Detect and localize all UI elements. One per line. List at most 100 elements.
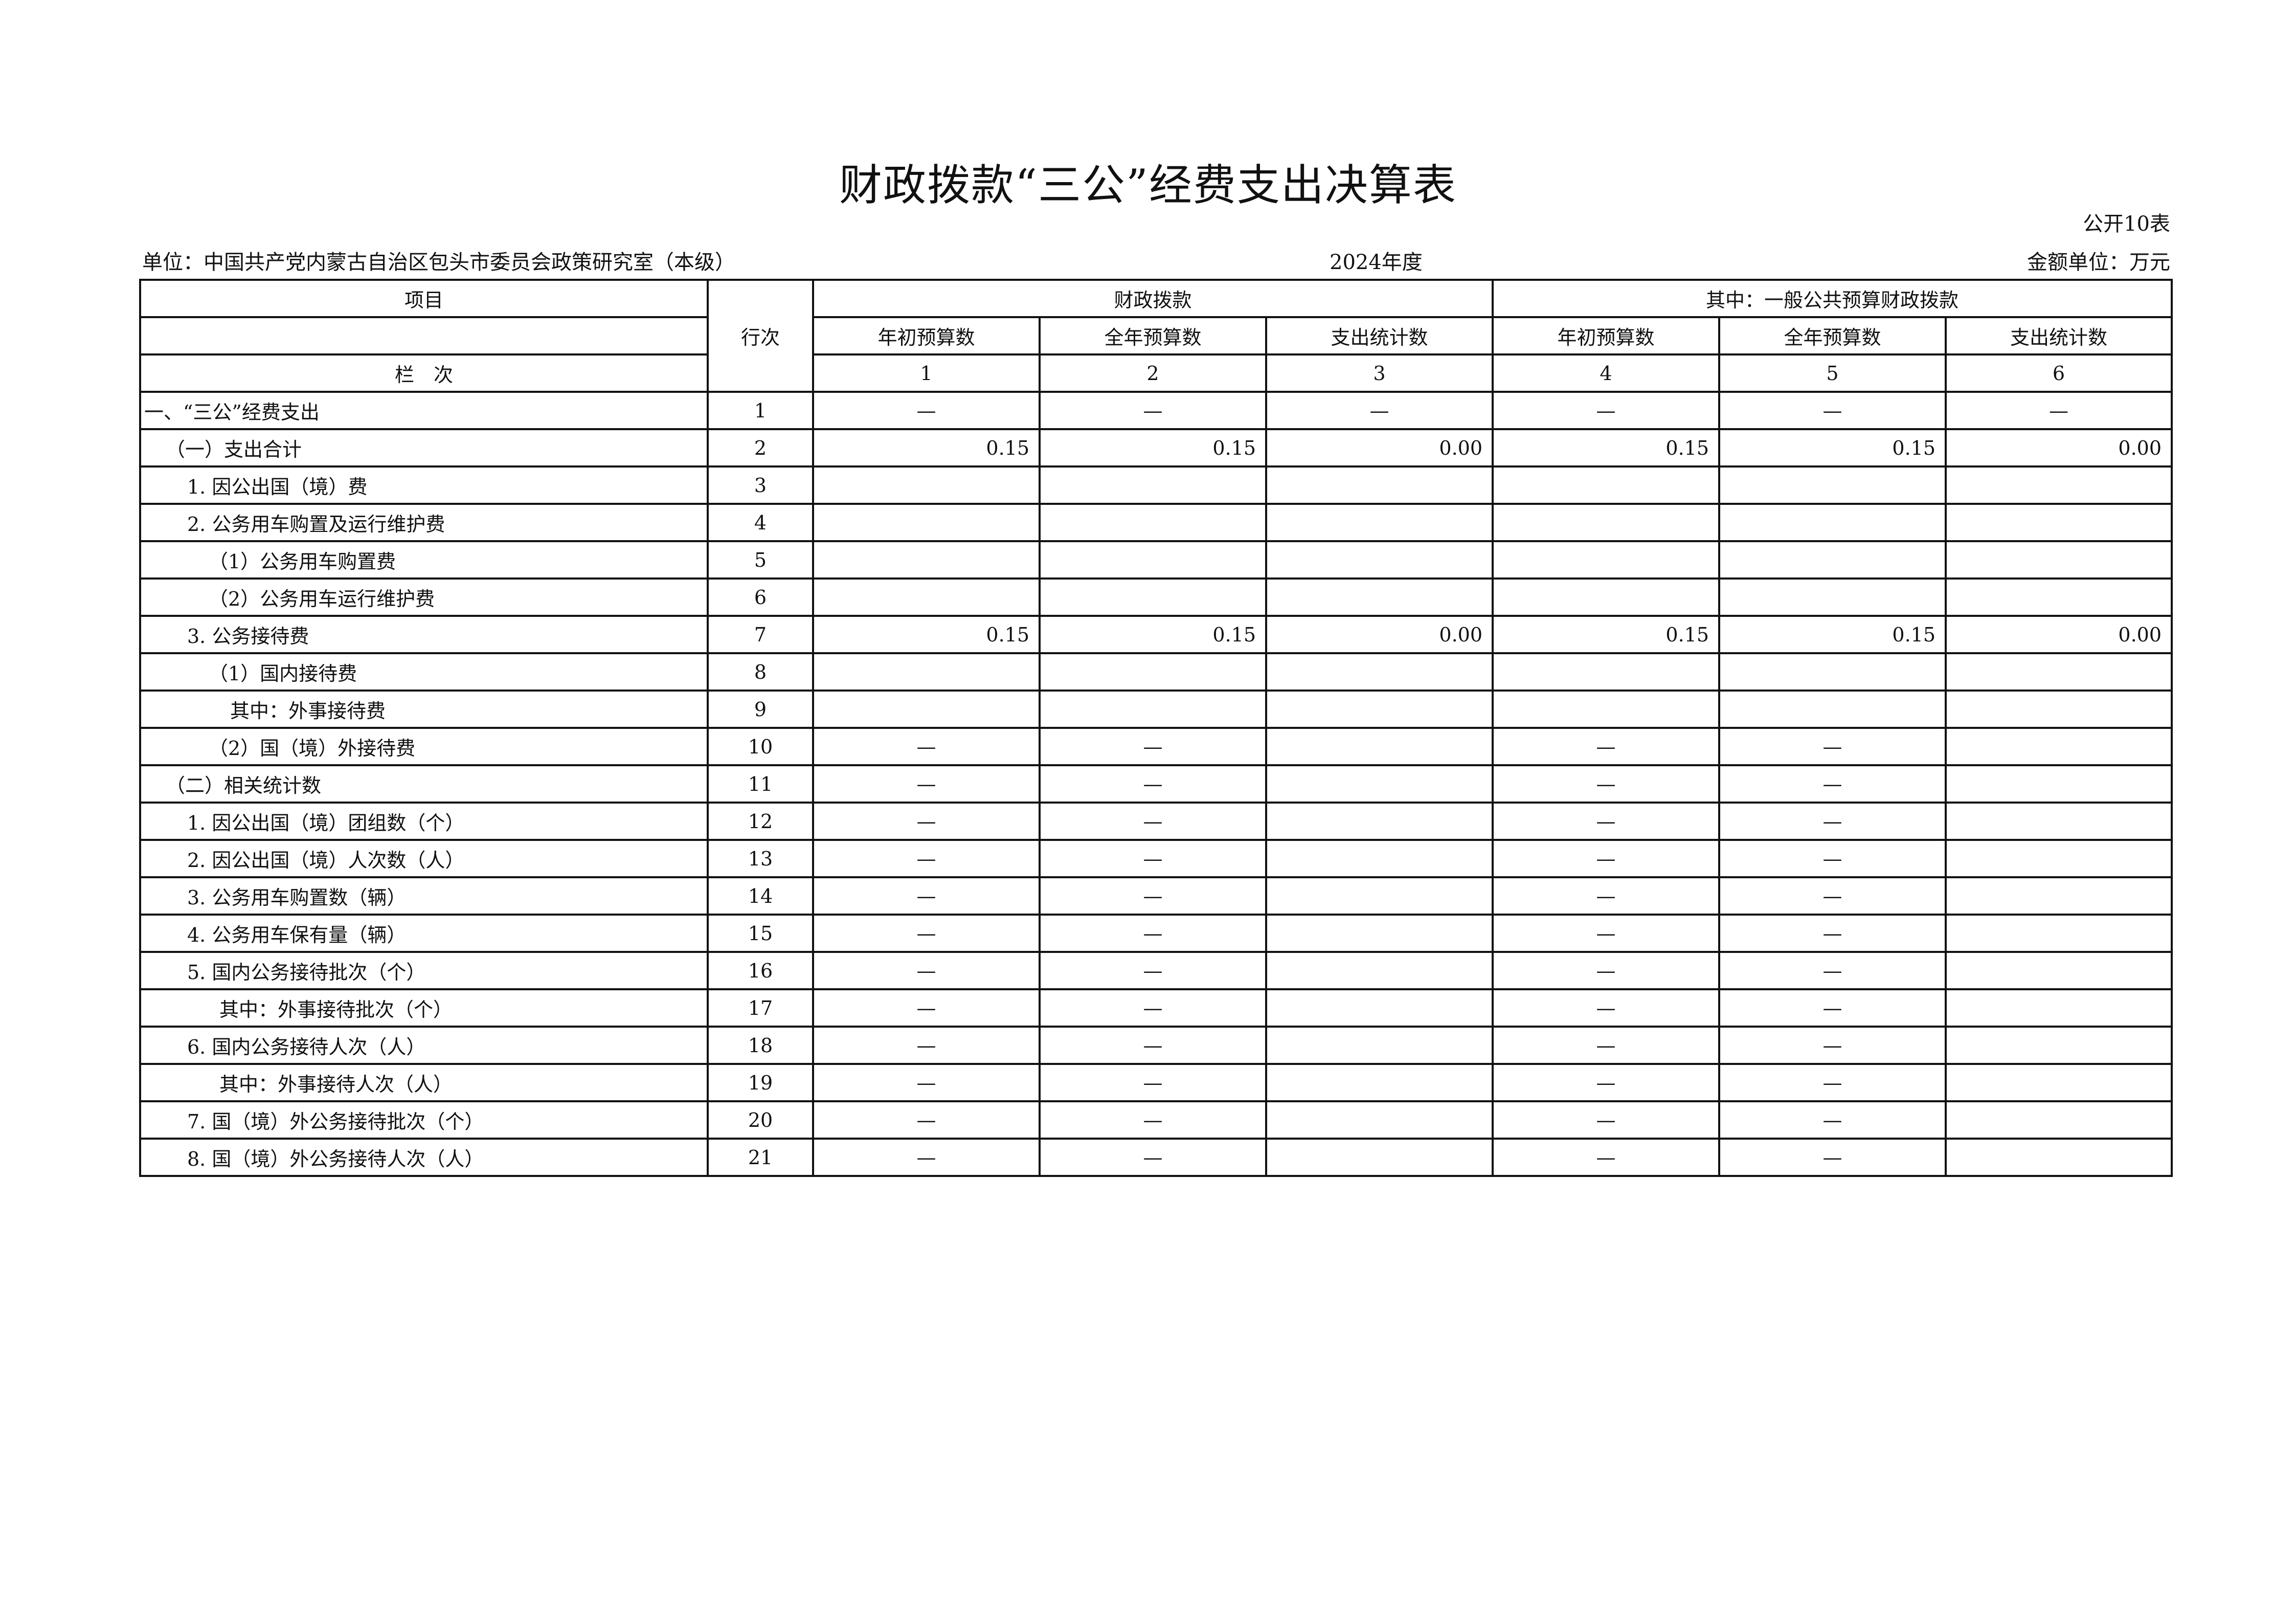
row-value	[1039, 540, 1267, 580]
row-value: —	[812, 951, 1041, 990]
row-value: 0.00	[1945, 428, 2173, 468]
col-number: 3	[1265, 353, 1494, 393]
col-number: 1	[812, 353, 1041, 393]
row-value: —	[1492, 391, 1721, 430]
row-value: —	[1492, 1138, 1721, 1177]
row-value	[1945, 503, 2173, 542]
row-value: 0.15	[1039, 615, 1267, 654]
row-number: 15	[707, 914, 814, 953]
row-value: —	[812, 1100, 1041, 1140]
row-value	[1945, 652, 2173, 692]
table-row: （二）相关统计数 11— — — —	[139, 764, 2173, 804]
money-unit-label: 金额单位：万元	[2027, 251, 2170, 274]
col-number: 5	[1718, 353, 1947, 393]
row-value: —	[1718, 727, 1947, 766]
row-value	[1492, 652, 1721, 692]
row-value	[1492, 540, 1721, 580]
row-value	[1265, 652, 1494, 692]
table-row: （2）国（境）外接待费 10— — — —	[139, 727, 2173, 766]
row-value: —	[812, 1138, 1041, 1177]
row-number: 20	[707, 1100, 814, 1140]
row-value	[1945, 764, 2173, 804]
row-value	[812, 577, 1041, 617]
row-number: 1	[707, 391, 814, 430]
form-number: 公开10表	[2083, 212, 2170, 236]
header-col: 年初预算数	[812, 316, 1041, 355]
row-value: —	[1718, 1138, 1947, 1177]
header-row-no: 行次	[707, 279, 814, 393]
row-value	[1265, 1026, 1494, 1065]
row-value	[1945, 1100, 2173, 1140]
row-value	[1945, 802, 2173, 841]
row-value: —	[1718, 764, 1947, 804]
row-value	[1492, 577, 1721, 617]
row-value	[1945, 1138, 2173, 1177]
row-value	[1039, 577, 1267, 617]
row-value	[1265, 802, 1494, 841]
row-item: 5. 国内公务接待批次（个）	[139, 951, 709, 990]
row-value: —	[1718, 802, 1947, 841]
row-value: —	[1492, 727, 1721, 766]
row-item: 1. 因公出国（境）团组数（个）	[139, 802, 709, 841]
table-row: 2. 因公出国（境）人次数（人） 13— — — —	[139, 839, 2173, 878]
row-value	[1265, 690, 1494, 729]
row-number: 19	[707, 1063, 814, 1102]
table-row: 2. 公务用车购置及运行维护费 4	[139, 503, 2173, 542]
row-value	[1039, 465, 1267, 505]
row-value: —	[1039, 1138, 1267, 1177]
col-number: 6	[1945, 353, 2173, 393]
table-row: 一、“三公”经费支出 1— — — — — —	[139, 391, 2173, 430]
row-value: —	[1945, 391, 2173, 430]
row-value	[1718, 503, 1947, 542]
row-value: —	[1492, 1026, 1721, 1065]
row-number: 21	[707, 1138, 814, 1177]
row-item: 1. 因公出国（境）费	[139, 465, 709, 505]
row-number: 11	[707, 764, 814, 804]
row-value: —	[1718, 914, 1947, 953]
row-value: —	[812, 1063, 1041, 1102]
row-value: 0.15	[1718, 615, 1947, 654]
row-value	[1265, 1138, 1494, 1177]
row-number: 17	[707, 988, 814, 1028]
row-value	[812, 465, 1041, 505]
row-value	[1945, 690, 2173, 729]
row-value	[1945, 727, 2173, 766]
header-col: 年初预算数	[1492, 316, 1721, 355]
row-value: —	[812, 1026, 1041, 1065]
table-row: （一）支出合计 2 0.15 0.15 0.00 0.15 0.15 0.00	[139, 428, 2173, 468]
row-value: —	[1492, 1063, 1721, 1102]
row-value	[1945, 951, 2173, 990]
row-value	[1945, 465, 2173, 505]
table-row: 1. 因公出国（境）团组数（个） 12— — — —	[139, 802, 2173, 841]
page-title: 财政拨款“三公”经费支出决算表	[839, 160, 1457, 210]
row-value: —	[1718, 391, 1947, 430]
table-row: 其中：外事接待批次（个） 17— — — —	[139, 988, 2173, 1028]
row-value	[812, 652, 1041, 692]
row-value: —	[1039, 1063, 1267, 1102]
row-value: —	[1039, 1100, 1267, 1140]
row-item: （2）公务用车运行维护费	[139, 577, 709, 617]
row-value: 0.15	[812, 615, 1041, 654]
row-value	[1265, 988, 1494, 1028]
table-row: （1）公务用车购置费 5	[139, 540, 2173, 580]
row-number: 3	[707, 465, 814, 505]
row-item: 8. 国（境）外公务接待人次（人）	[139, 1138, 709, 1177]
row-value: —	[1718, 1063, 1947, 1102]
row-value	[1945, 577, 2173, 617]
row-item: 2. 公务用车购置及运行维护费	[139, 503, 709, 542]
row-value: —	[1039, 988, 1267, 1028]
row-value	[1265, 876, 1494, 916]
row-value: —	[812, 839, 1041, 878]
row-value: —	[1718, 839, 1947, 878]
row-value: —	[1718, 1100, 1947, 1140]
row-value: —	[1039, 876, 1267, 916]
row-value	[1265, 1100, 1494, 1140]
row-value	[1265, 951, 1494, 990]
row-item: 7. 国（境）外公务接待批次（个）	[139, 1100, 709, 1140]
row-value	[1265, 914, 1494, 953]
expense-table: 项目 行次 财政拨款 其中：一般公共预算财政拨款 年初预算数 全年预算数 支出统…	[139, 279, 2173, 1177]
row-value	[1945, 1063, 2173, 1102]
table-row: （2）公务用车运行维护费 6	[139, 577, 2173, 617]
row-item: 2. 因公出国（境）人次数（人）	[139, 839, 709, 878]
row-value	[1945, 839, 2173, 878]
